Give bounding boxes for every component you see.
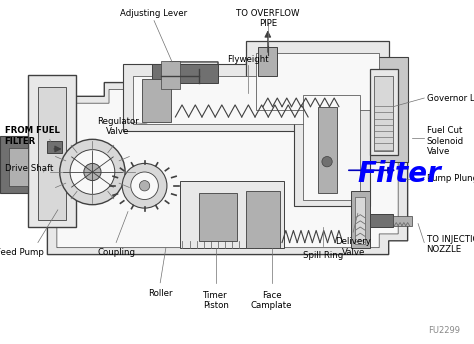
Bar [356,197,365,244]
Bar [318,107,337,193]
Bar [303,95,360,200]
Text: Fuel Cut
Solenoid
Valve: Fuel Cut Solenoid Valve [427,126,464,156]
Bar [123,64,322,131]
Text: TO OVERFLOW
PIPE: TO OVERFLOW PIPE [236,9,300,28]
Bar [393,216,412,226]
Text: TO INJECTION
NOZZLE: TO INJECTION NOZZLE [427,235,474,254]
Text: Drive Shaft: Drive Shaft [5,164,53,173]
Circle shape [70,150,115,194]
Text: Adjusting Lever: Adjusting Lever [120,9,188,18]
Bar [38,87,66,220]
Text: Regulator
Valve: Regulator Valve [97,117,138,136]
Bar [374,76,393,151]
Bar [0,136,28,193]
Bar [152,64,218,83]
Text: Governor Lever: Governor Lever [427,94,474,103]
Bar [9,148,28,186]
Bar [351,191,370,248]
Bar [294,83,370,206]
Circle shape [122,163,167,208]
Bar [199,193,237,241]
Text: FU2299: FU2299 [428,326,460,335]
Polygon shape [57,69,398,248]
Bar [246,41,389,117]
Circle shape [60,139,125,205]
Circle shape [84,163,101,181]
Circle shape [139,181,150,191]
Text: FROM FUEL
FILTER: FROM FUEL FILTER [5,126,60,146]
Text: Timer
Piston: Timer Piston [203,291,228,310]
Text: Coupling: Coupling [97,248,135,257]
Bar [360,57,408,162]
Bar [133,76,313,124]
Bar [28,75,76,227]
Text: Spill Ring: Spill Ring [303,251,343,260]
Bar [180,181,284,248]
Bar [142,79,171,122]
Bar [256,53,379,110]
Text: Flyweight: Flyweight [227,55,269,64]
Bar [47,141,62,153]
Circle shape [131,172,158,200]
Text: Face
Camplate: Face Camplate [251,291,292,310]
Bar [370,214,393,227]
Bar [246,191,280,248]
Circle shape [322,157,332,167]
Text: Feed Pump: Feed Pump [0,248,44,257]
Polygon shape [47,62,408,255]
Bar [370,69,398,155]
Text: Roller: Roller [148,289,173,298]
Bar [161,61,180,89]
Text: Delivery
Valve: Delivery Valve [335,237,371,257]
Text: Pump Plunger: Pump Plunger [427,174,474,183]
Bar [258,47,277,76]
Text: Filter: Filter [358,160,442,188]
